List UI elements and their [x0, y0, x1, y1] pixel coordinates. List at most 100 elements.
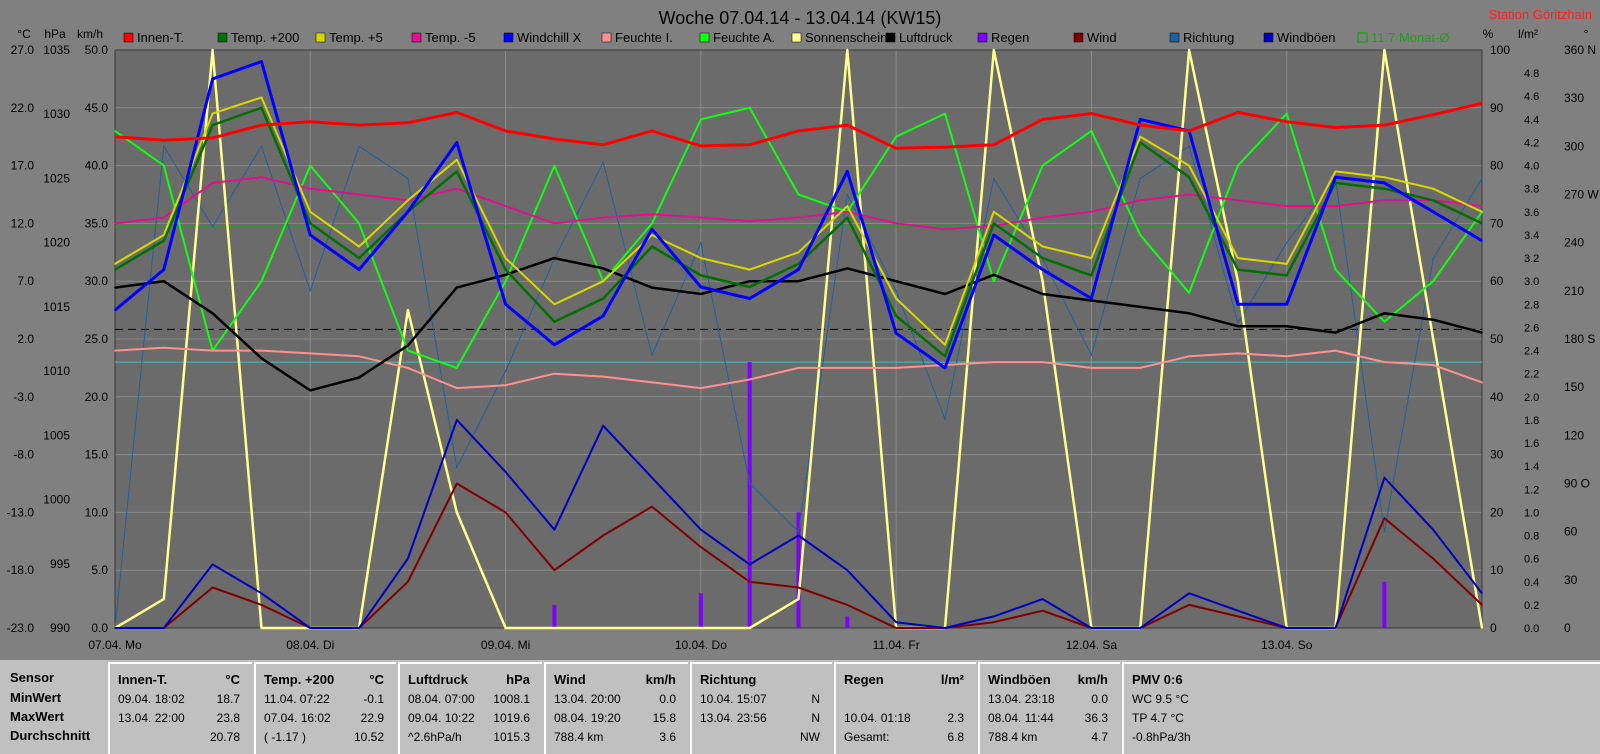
panel-cell-label: 13.04. 23:56	[700, 711, 767, 725]
data-point	[1237, 303, 1239, 306]
data-point	[1432, 211, 1434, 213]
pct-tick-label: 20	[1490, 505, 1504, 519]
legend-swatch	[1357, 32, 1368, 43]
data-point	[504, 384, 507, 387]
data-point	[1432, 280, 1434, 283]
data-point	[504, 205, 507, 207]
data-point	[895, 222, 897, 225]
data-point	[407, 344, 409, 347]
data-point	[700, 387, 702, 389]
data-point	[993, 144, 995, 146]
panel-unit: km/h	[645, 672, 676, 687]
series-lines	[114, 48, 1484, 630]
data-point	[1383, 176, 1386, 178]
data-point	[1334, 268, 1337, 271]
data-point	[553, 344, 556, 346]
data-point	[1139, 177, 1142, 180]
data-point	[358, 257, 360, 259]
dir-tick-label: 330	[1564, 91, 1584, 105]
data-point	[602, 534, 604, 537]
dir-tick-label: 180 S	[1564, 332, 1595, 346]
rain-tick-label: 2.0	[1524, 392, 1539, 404]
data-point	[1090, 299, 1093, 302]
data-point	[1285, 241, 1288, 244]
axis-unit-label: %	[1483, 27, 1494, 41]
data-point	[1041, 598, 1044, 600]
data-point	[651, 245, 653, 248]
data-point	[309, 222, 312, 225]
data-point	[1237, 199, 1239, 202]
temp-tick-label: 2.0	[17, 332, 34, 346]
data-point	[211, 586, 214, 589]
panel-cell-value: 23.8	[216, 711, 240, 725]
data-point	[1139, 627, 1142, 629]
legend-label: Wind	[1087, 30, 1117, 45]
pct-tick-label: 70	[1490, 216, 1504, 230]
data-point	[1139, 124, 1142, 126]
data-point	[895, 135, 897, 138]
data-point	[309, 120, 312, 123]
data-point	[993, 621, 995, 623]
legend-label: Feuchte A.	[713, 30, 775, 45]
axes: °C hPa km/h% l/m² ° 27.0 22.0 17.0 12.0 7.0 2.0 -3.…	[7, 27, 1600, 652]
legend-label: Feuchte I.	[615, 30, 673, 45]
panel-unit: l/m²	[940, 672, 964, 687]
data-point	[1090, 112, 1093, 115]
data-point	[456, 466, 458, 469]
data-point	[1481, 604, 1483, 606]
data-point	[1041, 361, 1044, 363]
data-point	[895, 147, 897, 150]
data-point	[700, 241, 702, 244]
data-point	[993, 234, 995, 236]
hpa-tick-label: 1015	[43, 300, 70, 314]
data-point	[1237, 609, 1239, 612]
legend-label: Temp. -5	[425, 30, 476, 45]
pct-tick-label: 10	[1490, 563, 1504, 577]
data-point	[1432, 187, 1434, 190]
temp-tick-label: -3.0	[13, 390, 34, 404]
data-point	[260, 107, 263, 109]
data-point	[504, 257, 507, 259]
data-point	[748, 220, 751, 222]
data-point	[163, 216, 165, 219]
data-point	[1285, 120, 1288, 123]
rain-bar	[845, 616, 850, 628]
data-point	[1383, 361, 1386, 363]
data-point	[1481, 211, 1483, 213]
kmh-tick-label: 15.0	[85, 448, 109, 462]
panel-title: Luftdruck	[408, 672, 468, 687]
panel-cell-label: 788.4 km	[988, 730, 1038, 744]
data-point	[163, 139, 165, 141]
panel-unit: hPa	[506, 672, 530, 687]
x-tick-label: 07.04. Mo	[88, 638, 142, 652]
panel-cell-label: 13.04. 20:00	[554, 692, 621, 706]
data-point	[1041, 268, 1044, 271]
data-point	[1481, 239, 1483, 242]
data-point	[1041, 257, 1044, 259]
rain-tick-label: 0.2	[1524, 600, 1539, 612]
legend: Innen-T. Temp. +200 Temp. +5 Temp. -5 Windch…	[123, 30, 1450, 45]
data-point	[407, 199, 409, 202]
temp-tick-label: -18.0	[7, 563, 35, 577]
data-point	[797, 268, 800, 271]
panel-title: PMV 0:6	[1132, 672, 1183, 687]
data-point	[1090, 297, 1093, 300]
legend-swatch	[1169, 32, 1180, 43]
data-point	[1090, 354, 1093, 356]
data-point	[456, 187, 458, 190]
data-point	[1334, 170, 1337, 173]
data-point	[651, 381, 653, 384]
stats-table: Sensor MinWert MaxWert Durchschnitt Inne…	[0, 660, 1600, 754]
panel-cell-label: 08.04. 19:20	[554, 711, 621, 725]
hpa-tick-label: 1010	[43, 364, 70, 378]
data-point	[1383, 187, 1386, 190]
data-point	[309, 234, 312, 236]
data-point	[651, 286, 653, 289]
data-point	[748, 627, 751, 629]
data-point	[163, 598, 165, 600]
data-point	[1139, 135, 1142, 138]
data-point	[895, 290, 897, 292]
row-label-max: MaxWert	[10, 709, 64, 724]
data-point	[944, 418, 946, 421]
panel-cell-label: Gesamt:	[844, 730, 890, 744]
